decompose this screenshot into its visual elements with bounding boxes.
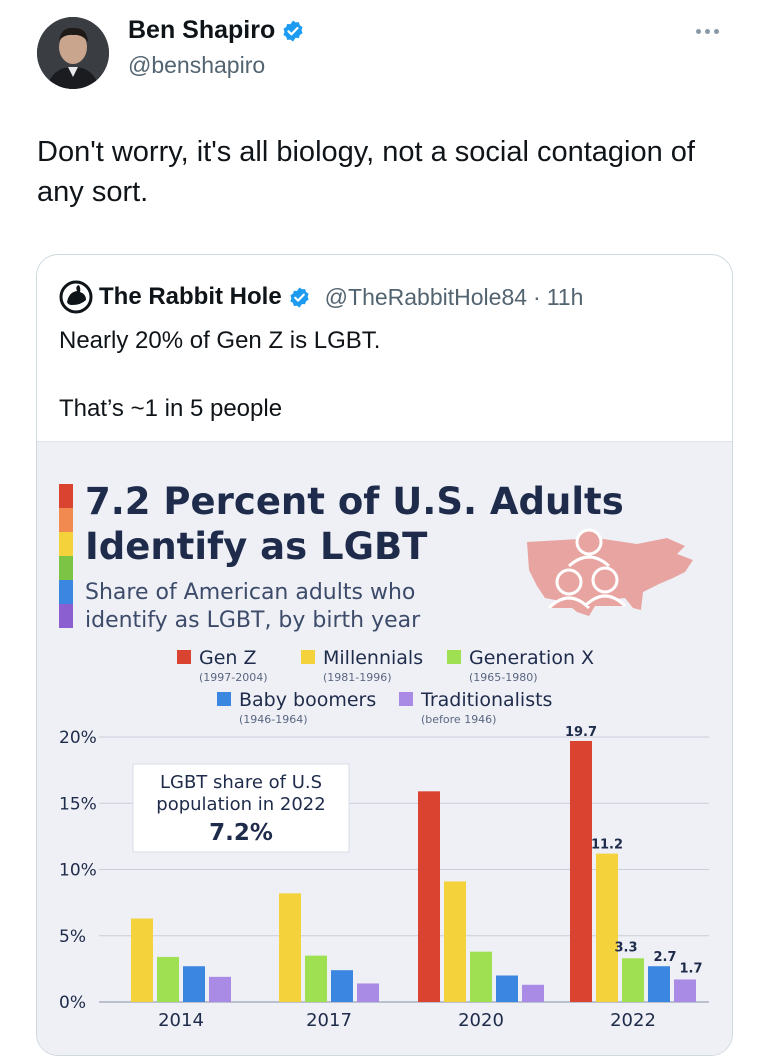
bar-millennials-2014 [131,918,153,1002]
quoted-text-line-2: That’s ~1 in 5 people [59,395,283,422]
legend-years-generation-x: (1965-1980) [469,671,538,684]
quoted-author-handle[interactable]: @TheRabbitHole84 [324,283,528,310]
bar-traditionalists-2022 [674,979,696,1002]
bar-label-traditionalists-2022: 1.7 [679,961,702,976]
callout-line-2: population in 2022 [156,794,325,815]
chart-subtitle-line-2: identify as LGBT, by birth year [85,608,421,633]
legend-label-traditionalists: Traditionalists [420,689,552,711]
callout-line-1: LGBT share of U.S [160,772,322,793]
x-tick-label: 2020 [458,1010,504,1031]
bar-boomers-2020 [496,975,518,1002]
legend-label-baby-boomers: Baby boomers [239,689,376,711]
chart-legend: Gen Z (1997-2004) Millennials (1981-1996… [177,647,594,726]
quoted-text-line-1: Nearly 20% of Gen Z is LGBT. [59,327,381,354]
bar-label-gen_x-2022: 3.3 [614,940,637,955]
legend-years-traditionalists: (before 1946) [421,713,496,726]
quoted-tweet-header: The Rabbit Hole @TheRabbitHole84 · 11h [59,279,583,315]
separator-dot: · [533,283,541,310]
bar-boomers-2014 [183,966,205,1002]
legend-label-generation-x: Generation X [469,647,594,669]
legend-item-traditionalists: Traditionalists (before 1946) [399,689,552,726]
rabbit-hole-logo-icon [59,280,93,314]
more-options-icon[interactable] [684,20,730,42]
chart-subtitle-line-1: Share of American adults who [85,580,415,605]
bar-gen_z-2022 [570,740,592,1002]
callout-value: 7.2% [209,820,273,846]
author-handle[interactable]: @benshapiro [128,52,266,78]
avatar[interactable] [37,17,109,89]
us-map-people-icon [527,528,693,616]
bar-traditionalists-2017 [357,983,379,1002]
x-tick-label: 2022 [610,1010,656,1031]
tweet-text: Don't worry, it's all biology, not a soc… [37,136,695,208]
verified-badge-icon [283,20,303,41]
infographic-image[interactable]: 7.2 Percent of U.S. Adults Identify as L… [37,441,732,1055]
legend-item-generation-x: Generation X (1965-1980) [447,647,594,684]
bar-traditionalists-2014 [209,976,231,1002]
y-tick-label: 5% [59,927,86,947]
avatar-image [37,17,109,89]
y-tick-label: 10% [59,861,97,881]
bar-gen_x-2022 [622,958,644,1002]
bar-boomers-2022 [648,966,670,1002]
bar-label-millennials-2022: 11.2 [591,838,623,853]
y-tick-label: 15% [59,794,97,814]
quoted-timestamp[interactable]: 11h [546,283,584,310]
title-color-stripe [59,484,73,628]
bar-gen_x-2020 [470,951,492,1002]
legend-item-millennials: Millennials (1981-1996) [301,647,423,684]
lgbt-share-chart: 7.2 Percent of U.S. Adults Identify as L… [59,480,709,1031]
bar-gen_x-2017 [305,955,327,1002]
bar-label-gen_z-2022: 19.7 [565,725,597,740]
quoted-author-name[interactable]: The Rabbit Hole [99,283,282,310]
bar-millennials-2017 [279,893,301,1002]
legend-item-baby-boomers: Baby boomers (1946-1964) [217,689,376,726]
chart-x-ticks: 2014 2017 2020 2022 [158,1010,656,1031]
bar-millennials-2022 [596,853,618,1002]
legend-years-millennials: (1981-1996) [323,671,392,684]
legend-label-gen-z: Gen Z [199,647,257,669]
verified-badge-icon [290,286,309,308]
legend-years-baby-boomers: (1946-1964) [239,713,308,726]
quoted-tweet-card[interactable]: The Rabbit Hole @TheRabbitHole84 · 11h N… [36,254,733,1056]
bar-millennials-2020 [444,881,466,1002]
author-name[interactable]: Ben Shapiro [128,16,276,44]
bar-label-boomers-2022: 2.7 [653,950,676,965]
x-tick-label: 2017 [306,1010,352,1031]
chart-title-line-1: 7.2 Percent of U.S. Adults [85,480,624,523]
callout-box: LGBT share of U.S population in 2022 7.2… [132,763,350,853]
legend-years-gen-z: (1997-2004) [199,671,268,684]
chart-bar-labels: 19.7 11.2 3.3 2.71.7 [565,725,703,977]
x-tick-label: 2014 [158,1010,204,1031]
y-tick-label: 0% [59,993,86,1013]
author-name-row: Ben Shapiro [128,16,305,45]
legend-label-millennials: Millennials [323,647,423,669]
legend-item-gen-z: Gen Z (1997-2004) [177,647,268,684]
chart-bars [131,740,696,1002]
chart-title-line-2: Identify as LGBT [85,525,428,568]
bar-boomers-2017 [331,970,353,1002]
bar-gen_x-2014 [157,956,179,1002]
bar-gen_z-2020 [418,791,440,1002]
y-tick-label: 20% [59,728,97,748]
bar-traditionalists-2020 [522,984,544,1002]
